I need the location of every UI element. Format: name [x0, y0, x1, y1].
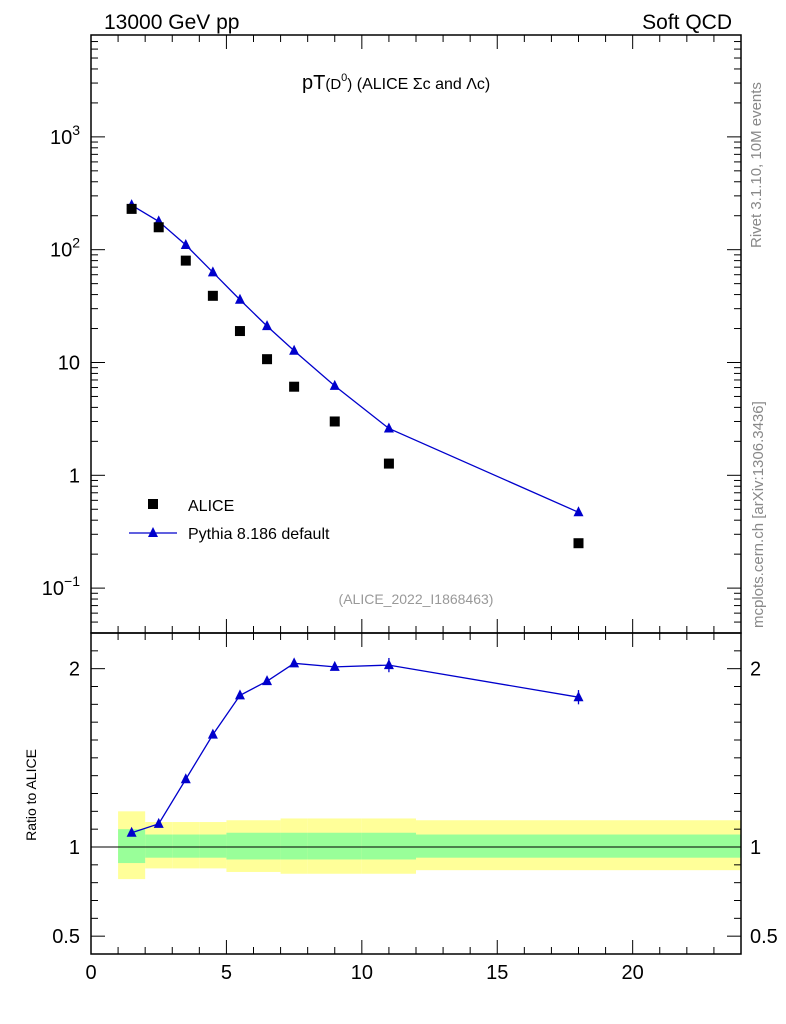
- pythia-point: [329, 379, 340, 390]
- main-ytick-label: 1: [69, 465, 80, 487]
- ratio-band-inner: [280, 832, 308, 860]
- xtick-label: 15: [486, 962, 508, 984]
- ratio-frame: [90, 632, 742, 955]
- ratio-point: [329, 660, 340, 671]
- pythia-point: [573, 506, 584, 517]
- alice-point: [573, 538, 584, 549]
- ratio-point: [383, 659, 394, 670]
- ratio-point: [234, 689, 245, 700]
- mcplots-label: mcplots.cern.ch [arXiv:1306.3436]: [750, 401, 767, 628]
- main-frame: [90, 34, 742, 634]
- main-ytick-label: 10−1: [42, 573, 80, 600]
- pythia-line: [131, 204, 579, 513]
- legend: ALICE Pythia 8.186 default: [129, 498, 330, 543]
- ratio-point: [262, 675, 273, 686]
- main-ytick-label: 103: [50, 122, 80, 149]
- header-left: 13000 GeV pp: [104, 11, 239, 34]
- ratio-band-inner: [145, 834, 173, 858]
- pythia-point: [262, 320, 273, 331]
- ratio-ylabel: Ratio to ALICE: [23, 749, 39, 841]
- xtick-label: 0: [85, 962, 96, 984]
- ratio-ytick-label-right: 2: [750, 659, 761, 681]
- alice-point: [329, 416, 340, 427]
- alice-point: [180, 255, 191, 266]
- alice-point: [289, 381, 300, 392]
- pythia-point: [207, 266, 218, 277]
- ratio-band-inner: [253, 832, 281, 860]
- legend-alice-marker: [148, 499, 158, 509]
- ratio-point: [207, 728, 218, 739]
- alice-point: [126, 203, 137, 214]
- ratio-band-inner: [361, 832, 416, 860]
- alice-point: [262, 354, 273, 365]
- ratio-point: [126, 826, 137, 837]
- ratio-band-inner: [307, 832, 362, 860]
- pythia-point: [180, 239, 191, 250]
- ratio-point: [289, 657, 300, 668]
- ratio-ytick-label-left: 1: [69, 837, 80, 859]
- ratio-panel: 0.5 0.51 12 20 5 10 15 20 Ratio to ALICE: [23, 632, 778, 984]
- ratio-ytick-label-right: 0.5: [750, 926, 778, 948]
- ratio-line: [131, 662, 579, 834]
- legend-pythia-label: Pythia 8.186 default: [188, 526, 330, 543]
- ratio-axis-ticks: 0.5 0.51 12 20 5 10 15 20: [52, 632, 778, 984]
- alice-point: [234, 326, 245, 337]
- legend-pythia-marker: [148, 527, 158, 537]
- ratio-band-inner: [226, 832, 254, 860]
- ratio-band-inner: [416, 834, 741, 858]
- main-axis-ticks: 10−1 1 10 102 103: [42, 34, 742, 634]
- xtick-label: 20: [622, 962, 644, 984]
- ratio-ytick-label-left: 2: [69, 659, 80, 681]
- ratio-ytick-label-left: 0.5: [52, 926, 80, 948]
- ratio-point: [573, 691, 584, 702]
- ratio-band-inner: [199, 834, 227, 858]
- ratio-point: [180, 773, 191, 784]
- ratio-point: [153, 817, 164, 828]
- alice-point: [153, 222, 164, 233]
- main-panel: 10−1 1 10 102 103 (ALICE_2022_I1868463) ALIC…: [42, 34, 742, 634]
- xtick-label: 5: [221, 962, 232, 984]
- ratio-band-inner: [172, 834, 200, 858]
- rivet-label: Rivet 3.1.10, 10M events: [748, 82, 765, 248]
- pythia-point: [383, 422, 394, 433]
- header-right: Soft QCD: [642, 11, 732, 34]
- main-ytick-label: 102: [50, 235, 80, 262]
- pythia-point: [289, 344, 300, 355]
- analysis-id: (ALICE_2022_I1868463): [339, 591, 494, 607]
- xtick-label: 10: [351, 962, 373, 984]
- pythia-point: [234, 293, 245, 304]
- main-ytick-label: 10: [58, 352, 80, 374]
- alice-point: [383, 458, 394, 469]
- ratio-ytick-label-right: 1: [750, 837, 761, 859]
- legend-alice-label: ALICE: [188, 498, 234, 515]
- plot-title: pT(D0) (ALICE Σc and Λc): [302, 72, 490, 94]
- alice-point: [207, 290, 218, 301]
